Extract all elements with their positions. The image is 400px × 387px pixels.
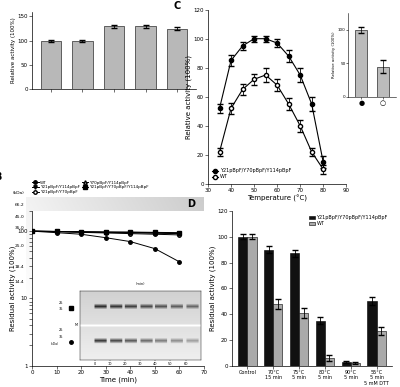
Y70pBpF/Y114pBpF (30, 229, 34, 233)
Bar (355, 30, 367, 97)
Text: Y21/Y70/
Y114: Y21/Y70/ Y114 (160, 310, 178, 329)
Y21pBpF/Y70pBpF/Y114pBpF (128, 230, 133, 235)
Y21pBpF/Y70pBpF/Y114pBpF (54, 229, 59, 234)
Y21pBpF/Y114pBpF (177, 231, 182, 236)
Bar (72, 41, 93, 89)
Y70pBpF/Y114pBpF (103, 230, 108, 235)
Text: 14.4: 14.4 (14, 280, 24, 284)
Bar (104, 26, 124, 89)
Y21pBpF/Y70pBpF/Y114pBpF (30, 229, 34, 233)
Line: Y21pBpF/Y114pBpF: Y21pBpF/Y114pBpF (30, 229, 181, 235)
Text: 18.4: 18.4 (14, 265, 24, 269)
Text: Y21/Y70: Y21/Y70 (86, 310, 101, 325)
Y21pBpF/Y70pBpF (30, 229, 34, 233)
Y70pBpF/Y114pBpF (152, 230, 157, 235)
Y70pBpF/Y114pBpF (128, 230, 133, 235)
Y21pBpF/Y70pBpF/Y114pBpF (152, 230, 157, 235)
Y21pBpF/Y70pBpF/Y114pBpF (79, 229, 84, 234)
Legend: Y21pBpF/Y70pBpF/Y114pBpF, WT: Y21pBpF/Y70pBpF/Y114pBpF, WT (307, 213, 390, 228)
Bar (325, 358, 334, 366)
Y21pBpF/Y114pBpF (103, 230, 108, 235)
X-axis label: Time (min): Time (min) (99, 376, 137, 383)
Bar (316, 320, 325, 366)
Y70pBpF/Y114pBpF (79, 229, 84, 234)
Y21pBpF/Y70pBpF/Y114pBpF (103, 230, 108, 235)
Y21pBpF/Y114pBpF (30, 229, 34, 233)
Y21pBpF/Y114pBpF (128, 230, 133, 235)
Text: WT: WT (65, 310, 73, 318)
Y21pBpF/Y70pBpF/Y114pBpF (177, 230, 182, 235)
Text: 35.0: 35.0 (14, 226, 24, 230)
Line: WT: WT (30, 229, 181, 264)
Line: Y21pBpF/Y70pBpF: Y21pBpF/Y70pBpF (30, 229, 181, 236)
Legend: WT, Y21pBpF/Y114pBpF, Y21pBpF/Y70pBpF, Y70pBpF/Y114pBpF, Y21pBpF/Y70pBpF/Y114pBp: WT, Y21pBpF/Y114pBpF, Y21pBpF/Y70pBpF, Y… (31, 179, 151, 196)
Y-axis label: Relative activity (100%): Relative activity (100%) (332, 32, 336, 78)
Text: 45.0: 45.0 (14, 215, 24, 219)
Bar (248, 237, 256, 366)
Text: Y70/Y114: Y70/Y114 (131, 310, 147, 326)
Y21pBpF/Y70pBpF (54, 229, 59, 234)
Bar (135, 26, 156, 89)
Bar (376, 331, 386, 366)
Text: (kDa): (kDa) (12, 191, 24, 195)
Y-axis label: Relative activity (100%): Relative activity (100%) (186, 55, 192, 139)
Bar (342, 362, 351, 366)
Y70pBpF/Y114pBpF (177, 231, 182, 236)
Y21pBpF/Y70pBpF (79, 230, 84, 235)
Bar (41, 41, 61, 89)
Legend: Y21pBpF/Y70pBpF/Y114pBpF, WT: Y21pBpF/Y70pBpF/Y114pBpF, WT (210, 166, 293, 182)
Y-axis label: Residual activity (100%): Residual activity (100%) (10, 246, 16, 331)
Y-axis label: Relative activity (100%): Relative activity (100%) (11, 17, 16, 83)
Text: C: C (174, 1, 181, 11)
Bar (238, 237, 248, 366)
Y21pBpF/Y114pBpF (79, 230, 84, 235)
X-axis label: Temperature (°C): Temperature (°C) (247, 194, 307, 202)
Text: 66.2: 66.2 (14, 203, 24, 207)
Bar (273, 304, 282, 366)
Text: D: D (187, 199, 195, 209)
Y21pBpF/Y70pBpF (152, 232, 157, 236)
Line: Y70pBpF/Y114pBpF: Y70pBpF/Y114pBpF (30, 229, 181, 235)
Bar (290, 253, 299, 366)
Text: B: B (0, 172, 2, 182)
Y21pBpF/Y70pBpF (128, 231, 133, 236)
Y-axis label: Residual activity (100%): Residual activity (100%) (210, 246, 216, 331)
Y21pBpF/Y70pBpF (103, 231, 108, 235)
Text: Y21/Y114: Y21/Y114 (110, 310, 126, 326)
Y70pBpF/Y114pBpF (54, 229, 59, 234)
Line: Y21pBpF/Y70pBpF/Y114pBpF: Y21pBpF/Y70pBpF/Y114pBpF (30, 229, 181, 235)
Text: M: M (42, 310, 47, 315)
Bar (167, 29, 187, 89)
Text: pBpF: pBpF (121, 340, 134, 345)
WT (103, 235, 108, 240)
WT (79, 232, 84, 236)
Y21pBpF/Y114pBpF (152, 231, 157, 236)
WT (30, 229, 34, 233)
Bar (377, 67, 389, 97)
Bar (299, 313, 308, 366)
Y21pBpF/Y70pBpF (177, 233, 182, 237)
WT (128, 239, 133, 244)
WT (54, 230, 59, 235)
Bar (368, 301, 376, 366)
WT (152, 246, 157, 251)
Bar (351, 363, 360, 366)
WT (177, 260, 182, 264)
Bar (264, 250, 273, 366)
Text: 25.0: 25.0 (14, 244, 24, 248)
Y21pBpF/Y114pBpF (54, 229, 59, 234)
